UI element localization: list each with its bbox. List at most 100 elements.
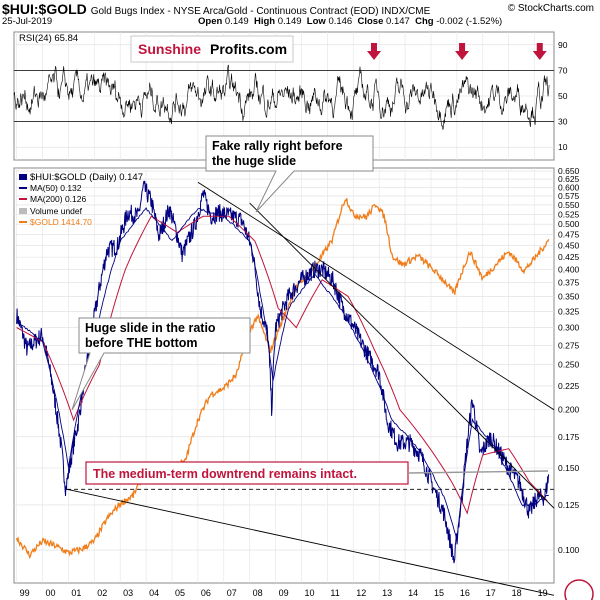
y-tick-label: 0.200 bbox=[558, 405, 580, 415]
legend-volume-swatch bbox=[19, 208, 27, 214]
logo-text-red: Sunshine bbox=[138, 41, 201, 57]
legend-ratio: $HUI:$GOLD (Daily) 0.147 bbox=[30, 172, 143, 183]
y-tick-label: 0.525 bbox=[558, 209, 580, 219]
y-tick-label: 0.600 bbox=[558, 182, 580, 192]
legend-gold: $GOLD 1414.70 bbox=[30, 217, 92, 227]
x-axis-ticks: 99 00 01 02 03 04 05 06 07 08 09 10 11 12 13 14 15 16 17 18… bbox=[20, 588, 548, 598]
y-tick-label: 0.175 bbox=[558, 432, 580, 442]
legend: $HUI:$GOLD (Daily) 0.147 MA(50) 0.132 MA… bbox=[19, 172, 143, 227]
low-label: Low bbox=[306, 16, 326, 27]
y-tick-label: 0.125 bbox=[558, 500, 580, 510]
x-tick-label: 17 bbox=[486, 588, 496, 598]
trendline bbox=[66, 488, 555, 596]
y-tick-label: 0.500 bbox=[558, 219, 580, 229]
rsi-arrow-shaft bbox=[536, 43, 543, 51]
chg-value: -0.002 (-1.52%) bbox=[436, 16, 503, 27]
callout-huge-slide: Huge slide in the ratio before THE botto… bbox=[71, 317, 251, 411]
y-tick-label: 0.325 bbox=[558, 306, 580, 316]
callout-fake-rally-box bbox=[205, 135, 374, 213]
legend-ratio-swatch bbox=[19, 174, 27, 180]
open-value: 0.149 bbox=[224, 16, 249, 27]
main-frame bbox=[13, 167, 555, 584]
x-tick-label: 99 bbox=[20, 588, 30, 598]
callout-downtrend: The medium-term downtrend remains intact… bbox=[85, 461, 549, 485]
ohlc-readout: Open 0.149 High 0.149 Low 0.146 Close 0.… bbox=[198, 16, 502, 27]
rsi-arrow-shaft bbox=[371, 43, 377, 51]
gold-series-line bbox=[15, 198, 550, 560]
chart-date: 25-Jul-2019 bbox=[2, 16, 53, 27]
x-tick-label: 16 bbox=[460, 588, 470, 598]
rsi-axis-ticks: 90 70 50 30 10 bbox=[558, 40, 568, 152]
callout-huge-slide-line1: Huge slide in the ratio bbox=[85, 321, 216, 335]
legend-volume: Volume undef bbox=[30, 206, 83, 216]
sunshine-profits-logo: Sunshine Profits.com bbox=[130, 35, 294, 63]
x-tick-label: 09 bbox=[279, 588, 289, 598]
rsi-arrow-head bbox=[532, 51, 547, 60]
trendlines bbox=[66, 181, 555, 596]
symbol-description: Gold Bugs Index - NYSE Arca/Gold - Conti… bbox=[90, 6, 431, 17]
rsi-line bbox=[13, 64, 550, 130]
rsi-tick-label: 10 bbox=[558, 142, 568, 152]
rsi-label: RSI(24) 65.84 bbox=[19, 33, 78, 44]
chart-title: $HUI:$GOLD Gold Bugs Index - NYSE Arca/G… bbox=[2, 1, 430, 17]
x-tick-label: 14 bbox=[408, 588, 418, 598]
legend-ma50: MA(50) 0.132 bbox=[30, 183, 82, 193]
callout-fake-rally: Fake rally right before the huge slide bbox=[205, 135, 374, 213]
x-tick-label: 02 bbox=[97, 588, 107, 598]
rsi-tick-label: 70 bbox=[558, 65, 568, 75]
y-tick-label: 0.275 bbox=[558, 340, 580, 350]
x-tick-label: 07 bbox=[227, 588, 237, 598]
y-axis-ticks: 0.6500.6250.6000.5750.5500.5250.5000.475… bbox=[558, 166, 580, 555]
x-tick-label: 13 bbox=[382, 588, 392, 598]
trendline bbox=[249, 202, 555, 509]
highlight-circle bbox=[564, 579, 594, 600]
x-tick-label: 01 bbox=[71, 588, 81, 598]
close-value: 0.147 bbox=[386, 16, 410, 27]
y-tick-label: 0.225 bbox=[558, 381, 580, 391]
y-tick-label: 0.375 bbox=[558, 277, 580, 287]
x-tick-label: 04 bbox=[149, 588, 159, 598]
y-tick-label: 0.300 bbox=[558, 323, 580, 333]
x-tick-label: 03 bbox=[123, 588, 133, 598]
y-tick-label: 0.475 bbox=[558, 230, 580, 240]
chg-label: Chg bbox=[415, 16, 434, 27]
logo-text-black: Profits.com bbox=[210, 41, 287, 57]
rsi-tick-label: 30 bbox=[558, 117, 568, 127]
callout-fake-rally-line2: the huge slide bbox=[212, 154, 296, 168]
y-tick-label: 0.400 bbox=[558, 264, 580, 274]
y-tick-label: 0.625 bbox=[558, 174, 580, 184]
high-value: 0.149 bbox=[277, 16, 302, 27]
y-tick-label: 0.425 bbox=[558, 252, 580, 262]
rsi-tick-label: 50 bbox=[558, 91, 568, 101]
y-tick-label: 0.450 bbox=[558, 241, 580, 251]
y-tick-label: 0.550 bbox=[558, 200, 580, 210]
low-value: 0.146 bbox=[328, 16, 353, 27]
x-tick-label: 12 bbox=[356, 588, 366, 598]
trendline bbox=[197, 181, 555, 411]
callout-fake-rally-line1: Fake rally right before bbox=[212, 139, 343, 153]
x-tick-label: 05 bbox=[175, 588, 185, 598]
x-tick-label: 18 bbox=[512, 588, 522, 598]
open-label: Open bbox=[198, 16, 223, 27]
rsi-arrow-head bbox=[367, 51, 381, 60]
main-grid bbox=[14, 168, 554, 583]
x-tick-label: 06 bbox=[201, 588, 211, 598]
copyright: © StockCharts.com bbox=[507, 3, 594, 14]
callout-huge-slide-box bbox=[71, 317, 251, 411]
close-label: Close bbox=[357, 16, 384, 27]
main-panel: 0.6500.6250.6000.5750.5500.5250.5000.475… bbox=[13, 135, 594, 600]
ratio-series-line bbox=[16, 180, 550, 564]
callout-downtrend-pointer bbox=[407, 470, 549, 474]
ma50-series-line bbox=[16, 206, 549, 541]
legend-ma200: MA(200) 0.126 bbox=[30, 194, 86, 204]
rsi-arrow-head bbox=[455, 51, 470, 60]
x-tick-label: 11 bbox=[330, 588, 339, 598]
x-tick-label: 15 bbox=[434, 588, 444, 598]
x-tick-label: 10 bbox=[304, 588, 314, 598]
rsi-arrows bbox=[367, 43, 547, 60]
x-tick-label: 08 bbox=[253, 588, 263, 598]
rsi-arrow-shaft bbox=[459, 43, 466, 51]
logo-box bbox=[130, 35, 294, 63]
x-tick-label: 00 bbox=[45, 588, 55, 598]
